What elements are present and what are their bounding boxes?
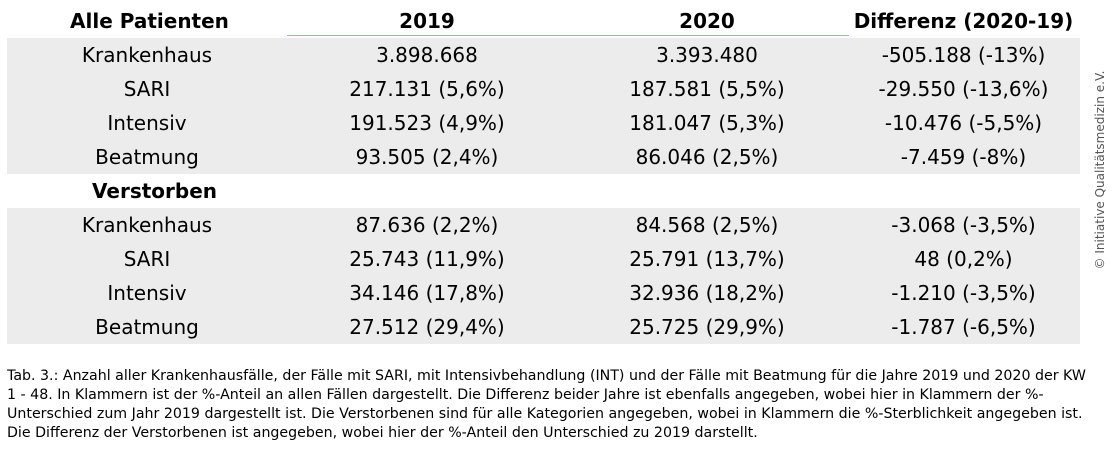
header-2020: 2020: [679, 9, 735, 33]
value-difference: -1.210 (-3,5%): [891, 281, 1036, 305]
row-label: Krankenhaus: [81, 213, 213, 237]
value-2020: 25.791 (13,7%): [629, 247, 785, 271]
value-2019: 27.512 (29,4%): [349, 315, 505, 339]
table-row: Beatmung 27.512 (29,4%) 25.725 (29,9%) -…: [7, 310, 1080, 344]
value-2019: 25.743 (11,9%): [349, 247, 505, 271]
header-2019: 2019: [399, 9, 455, 33]
value-2019: 93.505 (2,4%): [355, 145, 499, 169]
value-2019: 87.636 (2,2%): [355, 213, 499, 237]
value-difference: -29.550 (-13,6%): [878, 77, 1049, 101]
section-label-deceased: Verstorben: [92, 179, 217, 203]
value-difference: -7.459 (-8%): [900, 145, 1027, 169]
row-label: SARI: [123, 247, 171, 271]
header-difference: Differenz (2020-19): [853, 9, 1074, 33]
value-2020: 181.047 (5,3%): [629, 111, 785, 135]
row-label: Beatmung: [95, 315, 199, 339]
value-2019: 3.898.668: [376, 43, 478, 67]
value-2020: 187.581 (5,5%): [629, 77, 785, 101]
value-difference: -3.068 (-3,5%): [891, 213, 1036, 237]
value-2020: 86.046 (2,5%): [635, 145, 779, 169]
table-row: SARI 217.131 (5,6%) 187.581 (5,5%) -29.5…: [7, 72, 1080, 106]
row-label: Intensiv: [107, 111, 187, 135]
header-category: Alle Patienten: [70, 9, 229, 33]
value-2020: 32.936 (18,2%): [629, 281, 785, 305]
value-difference: -505.188 (-13%): [881, 43, 1046, 67]
table-row: Krankenhaus 87.636 (2,2%) 84.568 (2,5%) …: [7, 208, 1080, 242]
value-difference: 48 (0,2%): [914, 247, 1013, 271]
value-difference: -1.787 (-6,5%): [891, 315, 1036, 339]
section-header-row: Verstorben: [7, 174, 1080, 208]
table-row: Krankenhaus 3.898.668 3.393.480 -505.188…: [7, 38, 1080, 72]
data-table: Alle Patienten 2019 2020 Differenz (2020…: [7, 4, 1080, 344]
value-2019: 34.146 (17,8%): [349, 281, 505, 305]
value-2020: 3.393.480: [656, 43, 758, 67]
header-underline: [287, 35, 849, 36]
row-label: SARI: [123, 77, 171, 101]
value-difference: -10.476 (-5,5%): [884, 111, 1043, 135]
copyright-watermark: © Initiative Qualitätsmedizin e.V.: [1093, 70, 1107, 270]
table-row: SARI 25.743 (11,9%) 25.791 (13,7%) 48 (0…: [7, 242, 1080, 276]
table-row: Intensiv 191.523 (4,9%) 181.047 (5,3%) -…: [7, 106, 1080, 140]
table-caption: Tab. 3.: Anzahl aller Krankenhausfälle, …: [7, 368, 1086, 441]
value-2019: 217.131 (5,6%): [349, 77, 505, 101]
row-label: Krankenhaus: [81, 43, 213, 67]
row-label: Intensiv: [107, 281, 187, 305]
value-2020: 25.725 (29,9%): [629, 315, 785, 339]
value-2019: 191.523 (4,9%): [349, 111, 505, 135]
row-label: Beatmung: [95, 145, 199, 169]
table-row: Beatmung 93.505 (2,4%) 86.046 (2,5%) -7.…: [7, 140, 1080, 174]
value-2020: 84.568 (2,5%): [635, 213, 779, 237]
table-header-row: Alle Patienten 2019 2020 Differenz (2020…: [7, 4, 1080, 38]
table-row: Intensiv 34.146 (17,8%) 32.936 (18,2%) -…: [7, 276, 1080, 310]
